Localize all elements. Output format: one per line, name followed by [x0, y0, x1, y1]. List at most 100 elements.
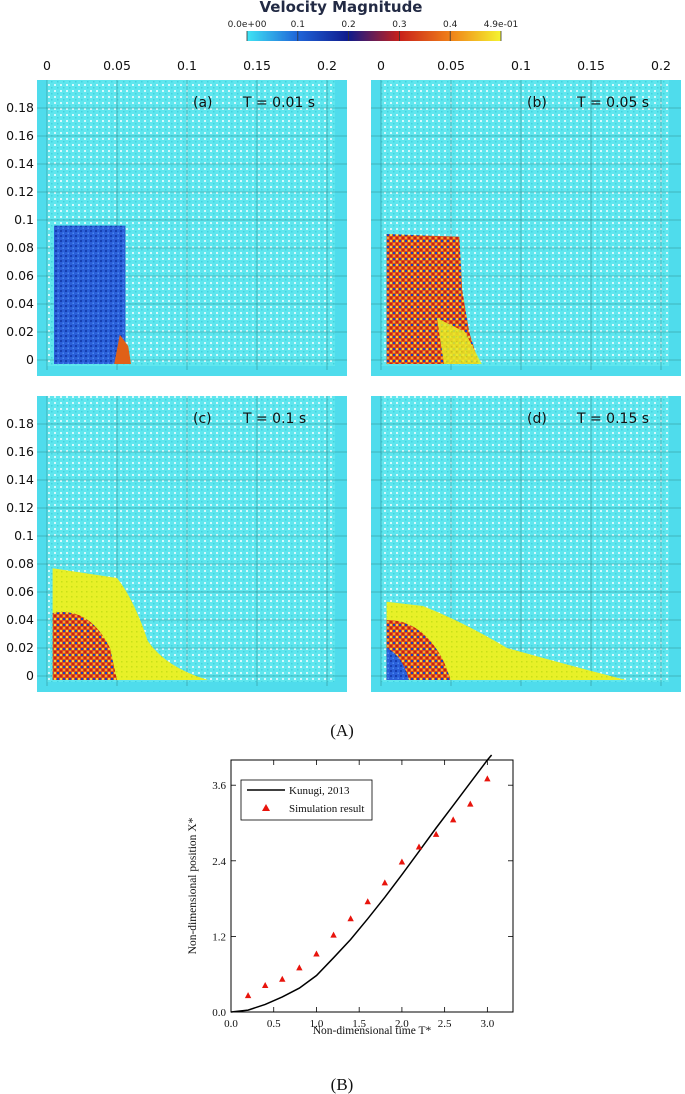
- x-tick-label: 1.5: [352, 1018, 366, 1030]
- fluid-front: [437, 318, 482, 364]
- legend-marker-swatch: [262, 804, 270, 811]
- fluid-column: [54, 225, 126, 364]
- y-tick-label: 0.12: [6, 500, 34, 515]
- colorbar-tick-label: 0.4: [443, 20, 458, 30]
- x-tick-label: 0.15: [577, 58, 605, 73]
- y-tick-label: 0.12: [6, 184, 34, 199]
- right-wall: [335, 396, 347, 692]
- fluid-core: [52, 612, 117, 680]
- colorbar-tick-label: 0.0e+00: [228, 20, 267, 30]
- y-tick-label: 1.2: [212, 931, 226, 943]
- floor-wall: [371, 366, 681, 376]
- colorbar-gradient: [247, 31, 501, 41]
- floor-wall: [371, 682, 681, 692]
- x-tick-label: 2.5: [438, 1018, 452, 1030]
- colorbar-title: Velocity Magnitude: [260, 0, 423, 16]
- panel-b: 0 0.05 0.1 0.15 0.2 (b) T = 0.05 s: [371, 58, 681, 376]
- y-tick-label: 0.02: [6, 640, 34, 655]
- y-tick-label: 0: [26, 668, 34, 683]
- x-tick-label: 0: [43, 58, 51, 73]
- y-tick-label: 0.04: [6, 296, 34, 311]
- y-tick-label: 0.08: [6, 556, 34, 571]
- x-tick-label: 0.15: [243, 58, 271, 73]
- y-tick-label: 2.4: [212, 856, 226, 868]
- panel-time: T = 0.01 s: [242, 95, 315, 111]
- panel-time: T = 0.15 s: [576, 411, 649, 427]
- fluid-corner: [114, 334, 131, 364]
- floor-wall: [37, 366, 347, 376]
- y-tick-label: 0.02: [6, 324, 34, 339]
- x-tick-label: 0: [377, 58, 385, 73]
- left-wall: [37, 396, 47, 692]
- caption-b: (B): [331, 1075, 354, 1094]
- x-tick-label: 0.2: [317, 58, 337, 73]
- colorbar-tick-label: 4.9e-01: [484, 20, 519, 30]
- colorbar-tick-label: 0.1: [291, 20, 305, 30]
- simulation-point: [244, 992, 252, 999]
- x-tick-label: 1.0: [310, 1018, 324, 1030]
- colorbar-tick-label: 0.3: [392, 20, 406, 30]
- y-tick-label: 0.1: [14, 528, 34, 543]
- panel-label: (d): [527, 411, 547, 427]
- x-tick-label: 0.2: [651, 58, 671, 73]
- simulation-point: [261, 982, 269, 989]
- simulation-point: [330, 931, 337, 938]
- panel-label: (a): [193, 95, 213, 111]
- fluid-body: [386, 601, 626, 680]
- simulation-point: [415, 843, 423, 850]
- legend-box: [240, 779, 373, 821]
- legend-label-simulation: Simulation result: [289, 803, 364, 815]
- y-tick-label: 0.08: [6, 240, 34, 255]
- y-tick-label: 3.6: [212, 780, 226, 792]
- panel-a: 0 0.05 0.1 0.15 0.2 0.18 0.16 0.14 0.12 0.1 0.08 0.…: [6, 58, 347, 376]
- left-wall: [37, 80, 47, 376]
- simulation-point: [381, 879, 389, 886]
- y-tick-label: 0: [26, 352, 34, 367]
- x-tick-label: 0.0: [224, 1018, 238, 1030]
- panel-label: (b): [527, 95, 547, 111]
- simulation-point: [364, 898, 371, 905]
- y-tick-label: 0.18: [6, 100, 34, 115]
- simulation-point: [313, 950, 320, 957]
- y-tick-label: 0.14: [6, 156, 34, 171]
- panel-c: 0.18 0.16 0.14 0.12 0.1 0.08 0.06 0.04 0.02 0 (c) T…: [6, 396, 347, 692]
- right-wall: [335, 80, 347, 376]
- y-tick-label: 0.18: [6, 416, 34, 431]
- x-tick-label: 0.5: [267, 1018, 281, 1030]
- simulation-point: [296, 964, 303, 971]
- right-wall: [669, 396, 681, 692]
- series-line-kunugi: [230, 754, 493, 1013]
- x-tick-label: 0.05: [103, 58, 131, 73]
- x-tick-label: 0.05: [437, 58, 465, 73]
- x-tick-label: 2.0: [395, 1018, 409, 1030]
- legend: Kunugi, 2013 Simulation result: [240, 779, 373, 821]
- right-wall: [669, 80, 681, 376]
- left-wall: [371, 80, 381, 376]
- y-tick-label: 0.1: [14, 212, 34, 227]
- y-tick-label: 0.14: [6, 472, 34, 487]
- y-axis-label: Non-dimensional position X*: [187, 817, 199, 954]
- left-wall: [371, 396, 381, 692]
- panel-label: (c): [193, 411, 212, 427]
- snapshot-panels: 0 0.05 0.1 0.15 0.20.180.160.140.120.10.080.…: [6, 58, 681, 692]
- simulation-point: [432, 830, 440, 837]
- panel-time: T = 0.1 s: [242, 411, 306, 427]
- y-tick-label: 0.04: [6, 612, 34, 627]
- simulation-point: [279, 975, 286, 982]
- y-tick-label: 0.06: [6, 584, 34, 599]
- simulation-point: [449, 816, 457, 823]
- simulation-point: [398, 858, 406, 865]
- simulation-point: [467, 800, 474, 807]
- colorbar-tick-label: 0.2: [341, 20, 355, 30]
- series-points-simulation: [244, 775, 491, 999]
- panel-time: T = 0.05 s: [576, 95, 649, 111]
- y-tick-label: 0.16: [6, 444, 34, 459]
- y-tick-label: 0.0: [212, 1007, 226, 1019]
- y-tick-label: 0.06: [6, 268, 34, 283]
- simulation-point: [347, 915, 354, 922]
- colorbar: Velocity Magnitude 0.0e+00 0.1 0.2 0.3 0.4 4.…: [228, 0, 519, 41]
- x-tick-label: 0.1: [511, 58, 531, 73]
- x-tick-label: 0.1: [177, 58, 197, 73]
- caption-a: (A): [330, 721, 354, 740]
